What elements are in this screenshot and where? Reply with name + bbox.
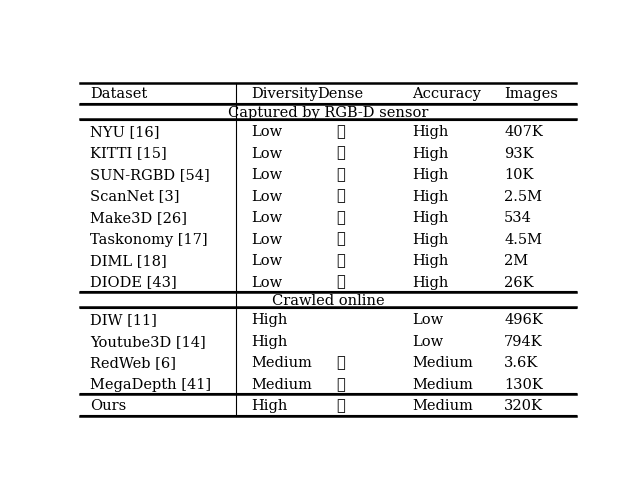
Text: KITTI [15]: KITTI [15] xyxy=(90,146,166,160)
Text: Low: Low xyxy=(251,275,282,289)
Text: High: High xyxy=(412,211,449,225)
Text: Medium: Medium xyxy=(251,377,312,391)
Text: Medium: Medium xyxy=(412,377,473,391)
Text: Dense: Dense xyxy=(317,87,364,101)
Text: DIODE [43]: DIODE [43] xyxy=(90,275,177,289)
Text: Make3D [26]: Make3D [26] xyxy=(90,211,187,225)
Text: High: High xyxy=(412,253,449,267)
Text: Low: Low xyxy=(251,253,282,267)
Text: 93K: 93K xyxy=(504,146,534,160)
Text: ✓: ✓ xyxy=(336,146,345,160)
Text: ✓: ✓ xyxy=(336,253,345,267)
Text: SUN-RGBD [54]: SUN-RGBD [54] xyxy=(90,168,210,181)
Text: ✓: ✓ xyxy=(336,356,345,370)
Text: Low: Low xyxy=(251,125,282,139)
Text: Low: Low xyxy=(251,168,282,181)
Text: Low: Low xyxy=(412,312,444,326)
Text: Low: Low xyxy=(251,232,282,246)
Text: 794K: 794K xyxy=(504,334,543,348)
Text: 2.5M: 2.5M xyxy=(504,189,542,203)
Text: 320K: 320K xyxy=(504,398,543,412)
Text: Low: Low xyxy=(251,146,282,160)
Text: ScanNet [3]: ScanNet [3] xyxy=(90,189,179,203)
Text: ✓: ✓ xyxy=(336,232,345,246)
Text: High: High xyxy=(251,334,287,348)
Text: Low: Low xyxy=(412,334,444,348)
Text: 10K: 10K xyxy=(504,168,534,181)
Text: 496K: 496K xyxy=(504,312,543,326)
Text: 4.5M: 4.5M xyxy=(504,232,542,246)
Text: MegaDepth [41]: MegaDepth [41] xyxy=(90,377,211,391)
Text: High: High xyxy=(412,275,449,289)
Text: High: High xyxy=(412,125,449,139)
Text: Low: Low xyxy=(251,189,282,203)
Text: Medium: Medium xyxy=(412,398,473,412)
Text: ✓: ✓ xyxy=(336,377,345,391)
Text: Dataset: Dataset xyxy=(90,87,147,101)
Text: ✓: ✓ xyxy=(336,168,345,181)
Text: RedWeb [6]: RedWeb [6] xyxy=(90,356,176,370)
Text: 130K: 130K xyxy=(504,377,543,391)
Text: High: High xyxy=(412,146,449,160)
Text: 2M: 2M xyxy=(504,253,528,267)
Text: High: High xyxy=(251,312,287,326)
Text: Taskonomy [17]: Taskonomy [17] xyxy=(90,232,207,246)
Text: High: High xyxy=(251,398,287,412)
Text: ✓: ✓ xyxy=(336,125,345,139)
Text: Captured by RGB-D sensor: Captured by RGB-D sensor xyxy=(228,106,428,120)
Text: 407K: 407K xyxy=(504,125,543,139)
Text: Crawled online: Crawled online xyxy=(272,294,384,308)
Text: Youtube3D [14]: Youtube3D [14] xyxy=(90,334,205,348)
Text: Medium: Medium xyxy=(412,356,473,370)
Text: 26K: 26K xyxy=(504,275,534,289)
Text: ✓: ✓ xyxy=(336,275,345,289)
Text: Ours: Ours xyxy=(90,398,126,412)
Text: ✓: ✓ xyxy=(336,189,345,203)
Text: 3.6K: 3.6K xyxy=(504,356,538,370)
Text: High: High xyxy=(412,232,449,246)
Text: DIML [18]: DIML [18] xyxy=(90,253,166,267)
Text: ✓: ✓ xyxy=(336,211,345,225)
Text: Low: Low xyxy=(251,211,282,225)
Text: High: High xyxy=(412,168,449,181)
Text: Accuracy: Accuracy xyxy=(412,87,481,101)
Text: Images: Images xyxy=(504,87,558,101)
Text: NYU [16]: NYU [16] xyxy=(90,125,159,139)
Text: ✓: ✓ xyxy=(336,398,345,412)
Text: DIW [11]: DIW [11] xyxy=(90,312,157,326)
Text: High: High xyxy=(412,189,449,203)
Text: Diversity: Diversity xyxy=(251,87,318,101)
Text: Medium: Medium xyxy=(251,356,312,370)
Text: 534: 534 xyxy=(504,211,532,225)
